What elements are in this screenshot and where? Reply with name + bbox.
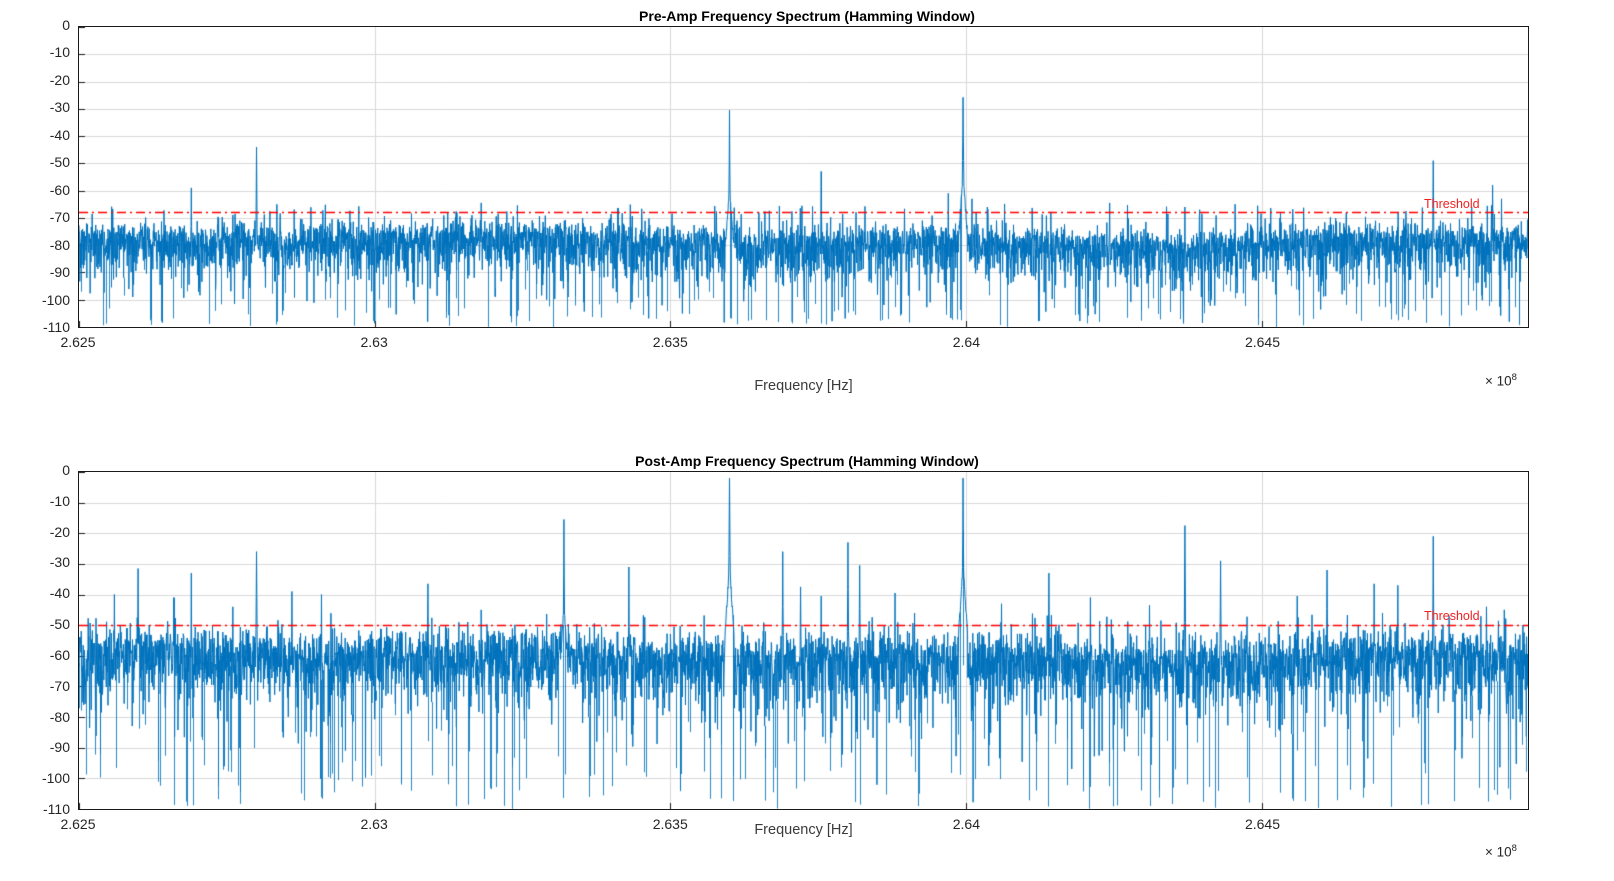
y-tick--110: -110 <box>43 801 70 817</box>
exponent-power: 8 <box>1511 372 1517 383</box>
x-tick-2.625: 2.625 <box>60 334 96 350</box>
y-tick--100: -100 <box>41 291 70 308</box>
y-tick--50: -50 <box>49 616 70 633</box>
y-tick-0: 0 <box>62 462 70 478</box>
spectrum-trace-pre-amp <box>79 27 1528 327</box>
x-tick-2.63: 2.63 <box>360 334 388 350</box>
y-tick--90: -90 <box>49 264 70 281</box>
y-tick--10: -10 <box>49 492 70 509</box>
y-tick--50: -50 <box>49 154 70 171</box>
x-tick-2.645: 2.645 <box>1244 816 1280 832</box>
x-tick-2.635: 2.635 <box>652 816 688 832</box>
spectrum-trace-post-amp <box>79 472 1528 809</box>
y-tick--20: -20 <box>49 71 70 88</box>
x-axis-label-post-amp: Frequency [Hz] <box>754 822 853 838</box>
panel-post-amp: Post-Amp Frequency Spectrum (Hamming Win… <box>0 440 1614 881</box>
axes-post-amp <box>78 471 1529 810</box>
x-tick-2.625: 2.625 <box>60 816 96 832</box>
y-tick--40: -40 <box>49 585 70 602</box>
axes-pre-amp <box>78 26 1529 328</box>
y-tick--60: -60 <box>49 646 70 663</box>
y-tick-0: 0 <box>62 17 70 33</box>
panel-pre-amp: Pre-Amp Frequency Spectrum (Hamming Wind… <box>0 0 1614 410</box>
y-tick--30: -30 <box>49 554 70 571</box>
y-tick--70: -70 <box>49 209 70 226</box>
exponent-power: 8 <box>1511 843 1517 854</box>
x-tick-2.645: 2.645 <box>1244 334 1280 350</box>
y-tick--10: -10 <box>49 44 70 61</box>
threshold-label-pre-amp: Threshold <box>1424 196 1480 211</box>
exponent-prefix: × 10 <box>1485 373 1512 389</box>
x-axis-exponent-post-amp: × 108 <box>1485 843 1517 860</box>
x-axis-exponent-pre-amp: × 108 <box>1485 372 1517 389</box>
x-tick-2.635: 2.635 <box>652 334 688 350</box>
y-tick--80: -80 <box>49 236 70 253</box>
y-tick--110: -110 <box>43 319 70 335</box>
y-tick--20: -20 <box>49 523 70 540</box>
y-tick--100: -100 <box>41 770 70 787</box>
threshold-label-post-amp: Threshold <box>1424 609 1480 624</box>
x-tick-2.63: 2.63 <box>360 816 388 832</box>
x-axis-label-pre-amp: Frequency [Hz] <box>754 378 853 394</box>
exponent-prefix: × 10 <box>1485 844 1512 860</box>
y-tick--40: -40 <box>49 126 70 143</box>
y-tick--30: -30 <box>49 99 70 116</box>
plot-title-pre-amp: Pre-Amp Frequency Spectrum (Hamming Wind… <box>639 8 975 24</box>
x-tick-2.64: 2.64 <box>952 816 980 832</box>
y-tick--80: -80 <box>49 708 70 725</box>
x-tick-2.64: 2.64 <box>952 334 980 350</box>
y-tick--90: -90 <box>49 739 70 756</box>
y-tick--70: -70 <box>49 677 70 694</box>
plot-title-post-amp: Post-Amp Frequency Spectrum (Hamming Win… <box>635 453 979 469</box>
y-tick--60: -60 <box>49 181 70 198</box>
